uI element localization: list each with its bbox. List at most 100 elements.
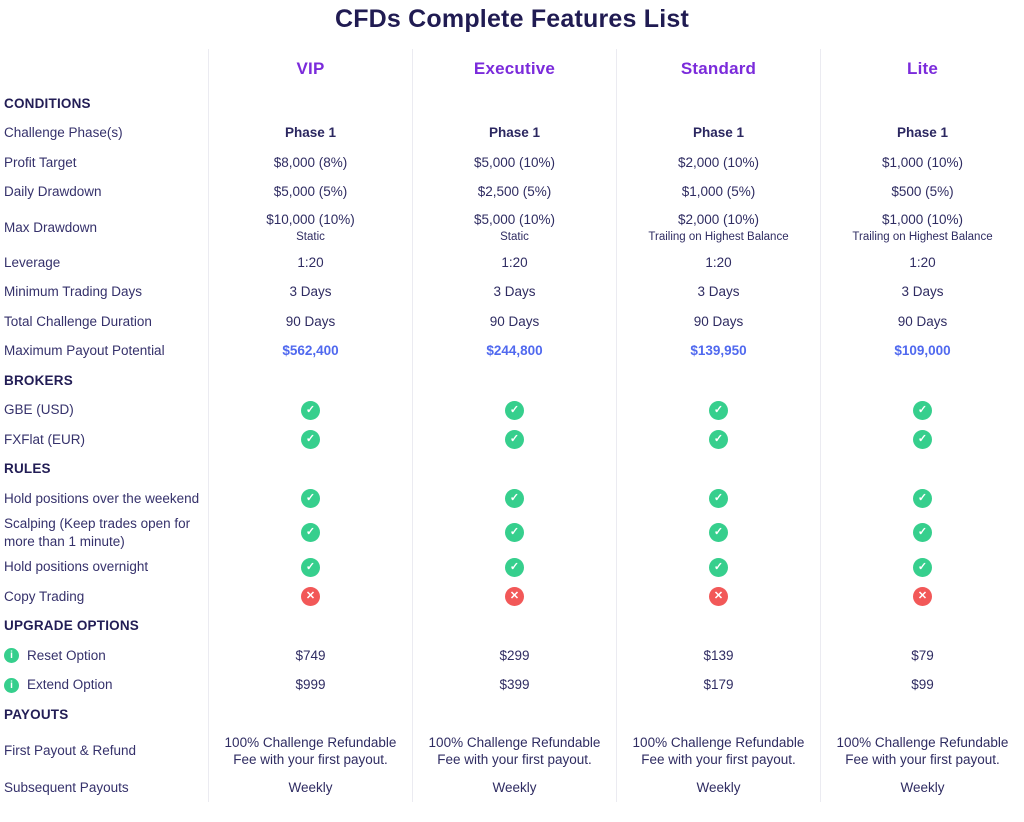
cell: 1:20: [208, 247, 412, 278]
cell: 1:20: [820, 247, 1024, 278]
cell-value: 100% Challenge Refundable Fee with your …: [836, 734, 1009, 768]
cell: $109,000: [820, 336, 1024, 366]
row-label-text: BROKERS: [4, 372, 73, 388]
cell: $999: [208, 670, 412, 701]
cell: 3 Days: [412, 277, 616, 307]
check-circle-icon: ✓: [301, 523, 320, 543]
cell: 90 Days: [208, 306, 412, 337]
cell: $399: [412, 670, 616, 701]
check-circle-icon: ✓: [505, 523, 524, 543]
empty-cell: [616, 611, 820, 642]
row-label-text: PAYOUTS: [4, 706, 69, 722]
row-label: Hold positions overnight: [0, 553, 208, 583]
cell: $2,500 (5%): [412, 177, 616, 207]
cell: Phase 1: [412, 118, 616, 148]
row-label-text: Extend Option: [27, 677, 113, 693]
row-label: Profit Target: [0, 148, 208, 178]
cell-check: ✓: [820, 552, 1024, 583]
cell-value: $8,000 (8%): [273, 154, 348, 170]
cell-cross: ✕: [208, 582, 412, 612]
plan-header-vip: VIP: [208, 49, 412, 89]
cross-circle-icon: ✕: [709, 587, 728, 607]
row-label: Daily Drawdown: [0, 178, 208, 208]
row-label-text: Maximum Payout Potential: [4, 343, 165, 359]
table-row: Challenge Phase(s) Phase 1 Phase 1 Phase 1 P…: [0, 118, 1024, 149]
cell-value: $749: [295, 647, 326, 663]
cell-value: 3 Days: [493, 284, 536, 300]
table-row: Copy Trading ✕ ✕ ✕ ✕: [0, 582, 1024, 612]
empty-cell: [616, 454, 820, 484]
cell: 3 Days: [208, 277, 412, 307]
cell: Weekly: [208, 772, 412, 803]
cell-value: Weekly: [288, 779, 333, 795]
cell-value: 100% Challenge Refundable Fee with your …: [632, 734, 805, 768]
empty-cell: [412, 454, 616, 484]
cell-value: $109,000: [894, 343, 951, 359]
row-label-text: First Payout & Refund: [4, 743, 137, 759]
cell: Phase 1: [616, 118, 820, 148]
cell-check: ✓: [820, 424, 1024, 455]
cell-value: $179: [703, 677, 734, 693]
row-label: Total Challenge Duration: [0, 307, 208, 337]
cell-value: 1:20: [705, 254, 732, 270]
cell: 3 Days: [820, 277, 1024, 307]
cell-check: ✓: [616, 483, 820, 514]
cell-value: $2,000 (10%): [677, 212, 760, 227]
cell-check: ✓: [616, 552, 820, 583]
cell-value: 1:20: [297, 254, 324, 270]
check-circle-icon: ✓: [709, 557, 728, 577]
cell-value: 100% Challenge Refundable Fee with your …: [428, 734, 601, 768]
cell: $1,000 (10%): [820, 148, 1024, 178]
check-circle-icon: ✓: [505, 489, 524, 509]
cell: $5,000 (5%): [208, 177, 412, 207]
cell-value: $1,000 (5%): [681, 184, 756, 200]
cell-subtext: Trailing on Highest Balance: [852, 230, 993, 243]
cell: $500 (5%): [820, 177, 1024, 207]
info-circle-icon: i: [4, 648, 19, 664]
cell-value: 3 Days: [901, 284, 944, 300]
cell: 100% Challenge Refundable Fee with your …: [616, 729, 820, 773]
row-label: Max Drawdown: [0, 207, 208, 248]
cell-value: Weekly: [492, 779, 537, 795]
check-circle-icon: ✓: [913, 557, 932, 577]
empty-cell: [820, 611, 1024, 642]
row-label: Copy Trading: [0, 582, 208, 612]
empty-cell: [820, 700, 1024, 730]
cell-subtext: Static: [296, 230, 325, 243]
cell-value: $79: [911, 647, 934, 663]
cell-value: 100% Challenge Refundable Fee with your …: [224, 734, 397, 768]
row-label-text: Hold positions overnight: [4, 559, 149, 575]
row-label: Subsequent Payouts: [0, 773, 208, 803]
table-row: Scalping (Keep trades open for more than…: [0, 513, 1024, 553]
cell: $139: [616, 641, 820, 671]
empty-cell: [820, 454, 1024, 484]
row-label: Challenge Phase(s): [0, 119, 208, 149]
row-label: i Reset Option: [0, 641, 208, 671]
cell: 100% Challenge Refundable Fee with your …: [208, 729, 412, 773]
table-row: GBE (USD) ✓ ✓ ✓ ✓: [0, 395, 1024, 425]
empty-cell: [208, 454, 412, 484]
cell: Weekly: [820, 772, 1024, 803]
row-label-text: Daily Drawdown: [4, 184, 102, 200]
cell: $1,000 (10%) Trailing on Highest Balance: [820, 207, 1024, 248]
check-circle-icon: ✓: [505, 430, 524, 450]
row-label-text: UPGRADE OPTIONS: [4, 618, 140, 634]
empty-cell: [412, 365, 616, 396]
cell-subtext: Static: [500, 230, 529, 243]
row-label: First Payout & Refund: [0, 730, 208, 773]
info-circle-icon: i: [4, 677, 19, 693]
cell: 90 Days: [820, 306, 1024, 337]
cell-value: $299: [499, 647, 530, 663]
cell-check: ✓: [412, 395, 616, 425]
plan-header-standard: Standard: [616, 49, 820, 89]
cell-check: ✓: [208, 483, 412, 514]
cell-value: 3 Days: [697, 284, 740, 300]
cell-value: Phase 1: [488, 125, 541, 141]
cell-value: Phase 1: [284, 125, 337, 141]
empty-cell: [208, 700, 412, 730]
table-row: Maximum Payout Potential $562,400 $244,800…: [0, 336, 1024, 366]
cell: Weekly: [616, 772, 820, 803]
cell-value: $244,800: [486, 343, 543, 359]
table-row: FXFlat (EUR) ✓ ✓ ✓ ✓: [0, 424, 1024, 455]
cell-check: ✓: [208, 395, 412, 425]
